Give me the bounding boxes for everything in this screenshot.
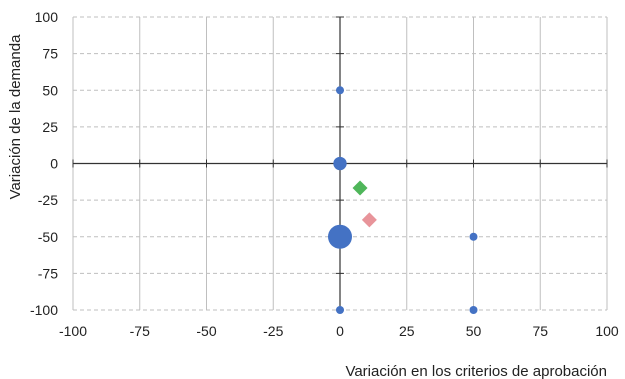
y-tick-label: 0: [50, 156, 58, 172]
y-tick-label: -100: [30, 302, 58, 318]
x-tick-label: -25: [263, 323, 283, 339]
y-axis-title: Variación de la demanda: [7, 34, 24, 199]
diamond-point: [361, 212, 377, 228]
data-point: [469, 306, 478, 314]
x-tick-label: 0: [336, 323, 344, 339]
x-tick-label: 100: [595, 323, 619, 339]
data-point: [469, 232, 478, 241]
x-tick-label: -75: [130, 323, 150, 339]
y-tick-labels: 100 75 50 25 0 -25 -50 -75 -100: [30, 9, 58, 318]
y-tick-label: -25: [38, 192, 58, 208]
y-tick-label: 50: [42, 82, 58, 98]
data-point: [328, 224, 352, 249]
data-point: [336, 306, 344, 314]
y-tick-label: -50: [38, 229, 58, 245]
data-point: [336, 86, 344, 95]
x-tick-label: 50: [466, 323, 482, 339]
y-tick-label: 100: [35, 9, 59, 25]
y-tick-label: -75: [38, 265, 58, 281]
y-tick-label: 75: [42, 46, 58, 62]
x-tick-labels: -100 -75 -50 -25 0 25 50 75 100: [59, 323, 619, 339]
data-point: [333, 156, 347, 171]
x-tick-label: 75: [532, 323, 548, 339]
diamond-point: [352, 180, 368, 196]
data-points: [328, 86, 478, 314]
y-tick-label: 25: [42, 119, 58, 135]
x-tick-label: -100: [59, 323, 87, 339]
x-tick-label: -50: [196, 323, 216, 339]
x-tick-label: 25: [399, 323, 415, 339]
x-axis-title: Variación en los criterios de aprobación: [345, 363, 607, 379]
